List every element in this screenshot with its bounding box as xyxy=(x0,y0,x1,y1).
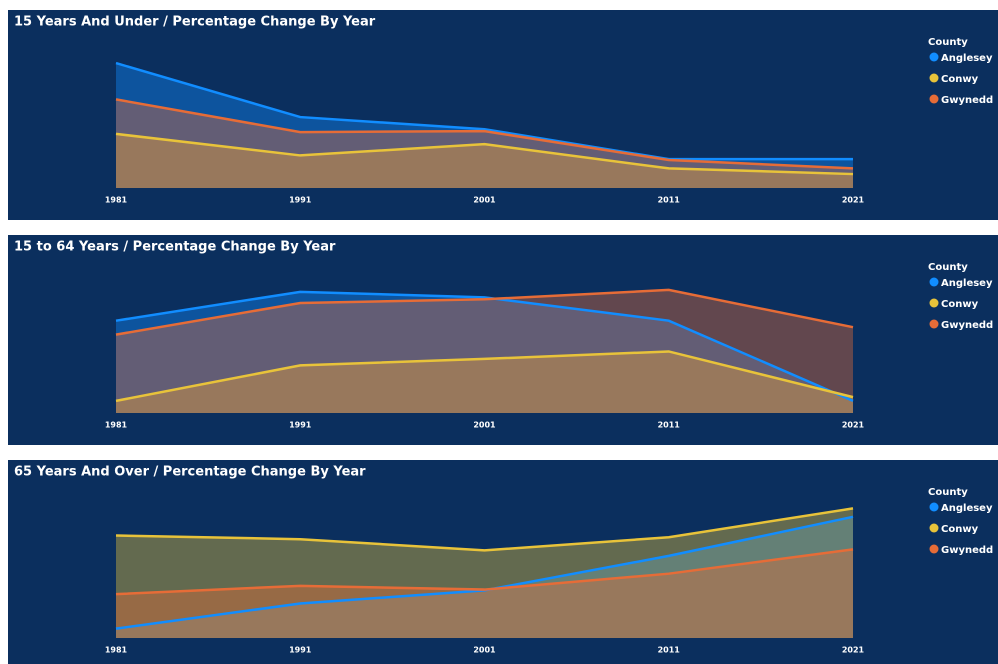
legend-marker xyxy=(929,52,939,62)
legend-marker xyxy=(929,319,939,329)
legend-label: Anglesey xyxy=(941,503,993,514)
x-tick-label: 2001 xyxy=(473,196,496,205)
area-fill xyxy=(116,351,853,413)
legend-marker xyxy=(929,94,939,104)
area-line xyxy=(115,350,854,403)
legend-marker xyxy=(929,502,939,512)
x-tick-label: 1981 xyxy=(105,196,128,205)
legend-marker xyxy=(929,298,939,308)
area-fill xyxy=(116,508,853,638)
chart-panel: Anglesey Conwy Gwynedd 1981 1991 2001 2011 2021… xyxy=(8,460,998,664)
x-tick-label: 1981 xyxy=(105,421,128,430)
legend-marker xyxy=(929,277,939,287)
legend-title: County xyxy=(928,37,968,48)
area-line xyxy=(115,288,854,336)
legend-label: Conwy xyxy=(941,299,979,310)
area-fill xyxy=(116,516,853,638)
legend-label: Gwynedd xyxy=(941,95,993,106)
chart-title: 65 Years And Over / Percentage Change By… xyxy=(14,465,366,480)
area-fill xyxy=(116,549,853,638)
x-tick-label: 2001 xyxy=(473,421,496,430)
chart-title: 15 to 64 Years / Percentage Change By Ye… xyxy=(14,240,336,255)
area-fill xyxy=(116,63,853,188)
legend-label: Anglesey xyxy=(941,53,993,64)
area-line xyxy=(115,98,854,170)
area-fill xyxy=(116,291,853,413)
x-tick-label: 2011 xyxy=(658,196,681,205)
x-tick-label: 1991 xyxy=(289,646,312,655)
legend-marker xyxy=(929,73,939,83)
panel-background xyxy=(8,235,998,445)
legend-marker xyxy=(929,544,939,554)
x-tick-label: 2001 xyxy=(473,646,496,655)
legend-label: Gwynedd xyxy=(941,545,993,556)
area-line xyxy=(115,61,853,161)
area-line xyxy=(115,290,854,403)
legend-marker xyxy=(929,523,939,533)
panel-background xyxy=(8,460,998,664)
legend-label: Conwy xyxy=(941,74,979,85)
area-line xyxy=(115,548,854,596)
legend-label: Gwynedd xyxy=(941,320,993,331)
x-tick-label: 2011 xyxy=(658,421,681,430)
x-tick-label: 1991 xyxy=(289,196,312,205)
chart-title: 15 Years And Under / Percentage Change B… xyxy=(14,15,376,30)
x-tick-label: 2021 xyxy=(842,646,865,655)
legend-label: Conwy xyxy=(941,524,979,535)
x-tick-label: 2011 xyxy=(658,646,681,655)
area-line xyxy=(115,507,854,552)
x-tick-label: 2021 xyxy=(842,196,865,205)
x-tick-label: 1991 xyxy=(289,421,312,430)
chart-panel: Anglesey Conwy Gwynedd 1981 1991 2001 2011 2021… xyxy=(8,10,998,220)
x-tick-label: 2021 xyxy=(842,421,865,430)
panel-background xyxy=(8,10,998,220)
legend-label: Anglesey xyxy=(941,278,993,289)
legend-title: County xyxy=(928,487,968,498)
area-line xyxy=(115,132,854,176)
chart-panel: Anglesey Conwy Gwynedd 1981 1991 2001 2011 2021… xyxy=(8,235,998,445)
area-fill xyxy=(116,133,853,188)
x-tick-label: 1981 xyxy=(105,646,128,655)
legend-title: County xyxy=(928,262,968,273)
